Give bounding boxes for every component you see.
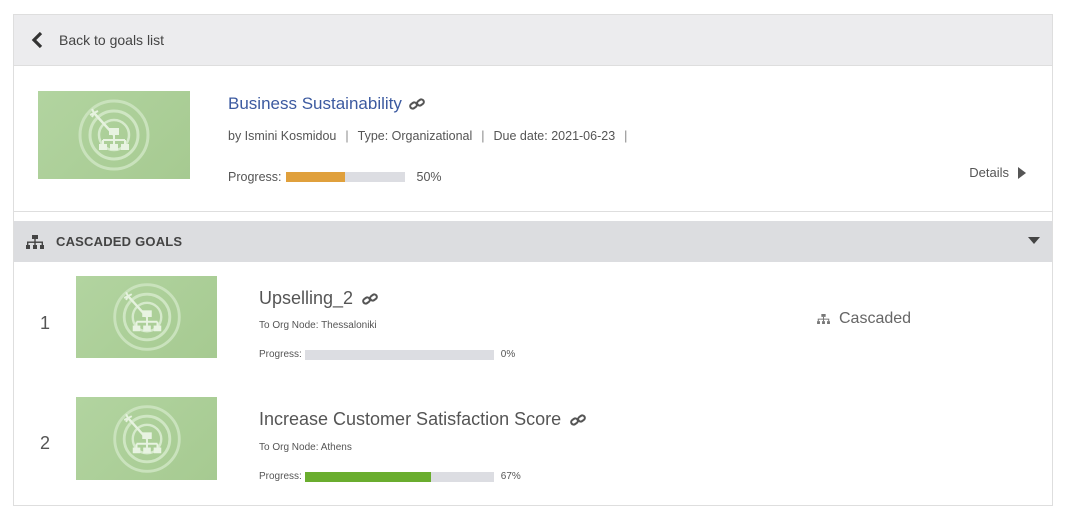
details-label[interactable]: Details: [969, 165, 1009, 180]
link-icon[interactable]: [362, 292, 378, 305]
cascaded-goal-title-link[interactable]: Increase Customer Satisfaction Score: [259, 409, 586, 430]
row-number: 1: [40, 313, 51, 333]
meta-separator: |: [624, 129, 628, 143]
org-chart-icon: [817, 314, 830, 324]
org-node: To Org Node: Athens: [259, 442, 352, 453]
link-icon[interactable]: [409, 98, 425, 110]
goal-target-icon: [78, 99, 150, 171]
link-icon[interactable]: [570, 413, 586, 426]
row-number: 2: [40, 433, 51, 453]
progress-bar: [304, 471, 494, 482]
status-label: Cascaded: [839, 310, 912, 327]
cascaded-goal-progress: Progress: 0%: [259, 349, 515, 360]
org-node: To Org Node: Thessaloniki: [259, 320, 377, 331]
cascaded-goal-progress: Progress: 67%: [259, 471, 521, 482]
cascaded-goal-title-link[interactable]: Upselling_2: [259, 288, 378, 309]
progress-label: Progress:: [259, 471, 302, 482]
goal-title[interactable]: Business Sustainability: [228, 94, 402, 113]
goal-header: Business Sustainability by Ismini Kosmid…: [14, 66, 1052, 212]
progress-fill: [304, 471, 432, 482]
cascaded-goals-header[interactable]: CASCADED GOALS: [14, 221, 1052, 262]
goal-meta: by Ismini Kosmidou | Type: Organizational |…: [228, 129, 628, 143]
goal-title-link[interactable]: Business Sustainability: [228, 94, 425, 114]
org-chart-icon: [26, 234, 44, 249]
goal-thumbnail: [76, 397, 217, 480]
goal-progress: Progress: 50%: [228, 170, 442, 184]
progress-bar: [285, 172, 405, 182]
caret-down-icon[interactable]: [1028, 237, 1040, 244]
progress-percent: 67%: [500, 471, 521, 482]
details-button[interactable]: Details: [969, 165, 1026, 180]
goal-due-date: Due date: 2021-06-23: [493, 129, 616, 143]
goal-author: by Ismini Kosmidou: [228, 129, 337, 143]
cascaded-goal-title[interactable]: Increase Customer Satisfaction Score: [259, 409, 562, 429]
cascaded-status: Cascaded: [817, 310, 911, 328]
back-bar[interactable]: Back to goals list: [14, 15, 1052, 66]
progress-percent: 50%: [416, 170, 442, 184]
cascaded-goal-title[interactable]: Upselling_2: [259, 288, 354, 308]
progress-bar: [304, 349, 494, 360]
progress-label: Progress:: [228, 170, 282, 184]
section-title: CASCADED GOALS: [56, 234, 183, 249]
goal-type: Type: Organizational: [357, 129, 473, 143]
progress-percent: 0%: [500, 349, 516, 360]
triangle-right-icon[interactable]: [1018, 166, 1026, 179]
progress-fill: [285, 172, 345, 182]
back-to-goals-link[interactable]: Back to goals list: [59, 32, 165, 48]
goal-target-icon: [112, 283, 181, 351]
goal-thumbnail: [76, 276, 217, 358]
progress-label: Progress:: [259, 349, 302, 360]
goal-thumbnail: [38, 91, 190, 179]
chevron-left-icon[interactable]: [31, 32, 45, 48]
goal-panel: Back to goals list Business: [13, 14, 1053, 506]
goal-target-icon: [112, 404, 181, 473]
